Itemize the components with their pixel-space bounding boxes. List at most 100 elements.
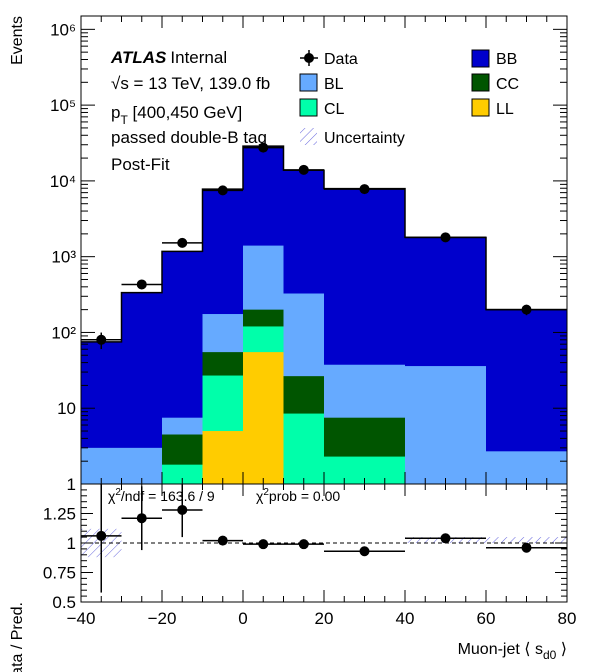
main-y-axis: 1 10 10² 10³ 10⁴ 10⁵ 10⁶ <box>50 16 568 494</box>
tag-label: passed double-B tag <box>111 128 267 147</box>
bar-ll-3 <box>202 431 243 484</box>
svg-text:Muon-jet ⟨ sd0 ⟩: Muon-jet ⟨ sd0 ⟩ <box>458 641 567 662</box>
legend-uncertainty-label: Uncertainty <box>324 130 405 147</box>
main-y-tick-label-5: 10⁵ <box>50 96 76 115</box>
main-y-tick-label-2: 10² <box>51 323 76 342</box>
legend-cc-label: CC <box>496 76 519 93</box>
x-tick-label-1: −20 <box>148 609 177 628</box>
x-tick-label-3: 20 <box>315 609 334 628</box>
x-tick-label-0: −40 <box>67 609 96 628</box>
x-axis: −40 −20 0 20 40 60 80 <box>67 484 577 628</box>
ratio-point-1 <box>136 513 147 524</box>
ratio-point-4 <box>258 539 269 550</box>
bar-bl-0 <box>81 447 122 484</box>
pt-subscript: T <box>120 113 128 127</box>
chi2prob-symbol: χ <box>256 488 264 504</box>
legend-data-marker <box>304 53 314 63</box>
legend: Data BL CL Uncertainty BB CC LL <box>299 49 519 147</box>
data-point-3 <box>217 185 228 196</box>
data-point-8 <box>521 304 532 315</box>
x-tick-label-5: 60 <box>477 609 496 628</box>
internal-label: Internal <box>170 48 227 67</box>
legend-bb-swatch <box>471 49 490 68</box>
main-y-tick-label-3: 10³ <box>51 248 76 267</box>
chi2-symbol: χ <box>108 488 116 504</box>
ratio-y-tick-label-2: 1 <box>67 534 76 553</box>
legend-bl-label: BL <box>324 76 344 93</box>
data-point-1 <box>136 279 147 290</box>
ratio-point-3 <box>217 535 228 546</box>
legend-ll-label: LL <box>496 101 514 118</box>
x-tick-label-2: 0 <box>238 609 247 628</box>
x-tick-label-6: 80 <box>558 609 577 628</box>
ratio-point-8 <box>521 542 532 553</box>
ratio-panel: 0.5 0.75 1 1.25 −40 −20 0 20 40 60 80 Data / Pred… <box>9 483 577 672</box>
atlas-label: ATLAS <box>110 48 167 67</box>
stacked-histogram <box>81 145 567 485</box>
main-y-tick-label-0: 1 <box>67 475 76 494</box>
svg-text:pT [400,450 GeV]: pT [400,450 GeV] <box>111 103 242 127</box>
legend-item-bl: BL <box>299 73 344 93</box>
pt-symbol: p <box>111 103 120 122</box>
legend-item-uncertainty: Uncertainty <box>300 128 405 147</box>
legend-cl-label: CL <box>324 101 345 118</box>
chi2-text: /ndf = 163.6 / 9 <box>121 488 215 504</box>
bar-cl-2 <box>162 464 203 484</box>
chi2prob-text: prob = 0.00 <box>269 488 340 504</box>
legend-uncertainty-swatch <box>300 128 317 145</box>
x-axis-label: Muon-jet ⟨ s <box>458 641 543 658</box>
data-point-2 <box>177 237 188 248</box>
ratio-points <box>81 484 567 593</box>
ratio-y-axis: 0.5 0.75 1 1.25 <box>43 489 567 612</box>
main-y-tick-label-6: 10⁶ <box>50 20 76 39</box>
legend-cl-swatch <box>299 98 318 117</box>
bar-cl-5 <box>283 413 324 484</box>
ratio-y-tick-label-0: 0.5 <box>52 593 76 612</box>
chi2-superscript: 2 <box>115 487 121 498</box>
ratio-point-6 <box>359 546 370 557</box>
pt-range: [400,450 GeV] <box>128 103 242 122</box>
legend-item-cl: CL <box>299 98 345 118</box>
data-points <box>81 142 567 350</box>
data-point-4 <box>258 142 269 153</box>
annotation-block: ATLAS Internal √s = 13 TeV, 139.0 fb pT [… <box>110 48 270 174</box>
x-axis-label-subscript: d0 <box>543 648 557 662</box>
energy-label: √s = 13 TeV, 139.0 fb <box>111 74 270 93</box>
x-tick-label-4: 40 <box>396 609 415 628</box>
ratio-point-2 <box>177 504 188 515</box>
legend-item-cc: CC <box>471 73 519 93</box>
data-point-0 <box>96 334 107 345</box>
legend-ll-swatch <box>471 98 490 117</box>
ratio-band-1 <box>405 537 567 543</box>
bar-bl-7 <box>405 366 486 484</box>
legend-bb-label: BB <box>496 51 517 68</box>
svg-text:χ2prob = 0.00: χ2prob = 0.00 <box>256 487 340 504</box>
fit-label: Post-Fit <box>111 155 170 174</box>
chi2prob-superscript: 2 <box>263 487 269 498</box>
ratio-point-0 <box>96 530 107 541</box>
legend-item-ll: LL <box>471 98 514 118</box>
data-point-5 <box>298 164 309 175</box>
legend-cc-swatch <box>471 73 490 92</box>
data-point-6 <box>359 184 370 195</box>
legend-data-label: Data <box>324 51 358 68</box>
legend-bl-swatch <box>299 73 318 92</box>
bar-bl-1 <box>121 447 162 484</box>
ratio-point-5 <box>298 539 309 550</box>
main-panel: 1 10 10² 10³ 10⁴ 10⁵ 10⁶ Events <box>9 15 568 494</box>
main-y-label: Events <box>9 16 26 65</box>
bar-ll-4 <box>243 352 284 484</box>
ratio-point-7 <box>440 533 451 544</box>
legend-item-data: Data <box>300 50 358 68</box>
x-axis-label-end: ⟩ <box>556 641 567 658</box>
ratio-y-tick-label-3: 1.25 <box>43 505 76 524</box>
legend-item-bb: BB <box>471 49 517 68</box>
main-y-tick-label-4: 10⁴ <box>50 172 76 191</box>
main-y-tick-label-1: 10 <box>57 399 76 418</box>
ratio-y-tick-label-1: 0.75 <box>43 564 76 583</box>
ratio-y-label: Data / Pred. <box>9 602 26 672</box>
svg-text:χ2/ndf = 163.6 / 9: χ2/ndf = 163.6 / 9 <box>108 487 215 504</box>
data-point-7 <box>440 232 451 243</box>
